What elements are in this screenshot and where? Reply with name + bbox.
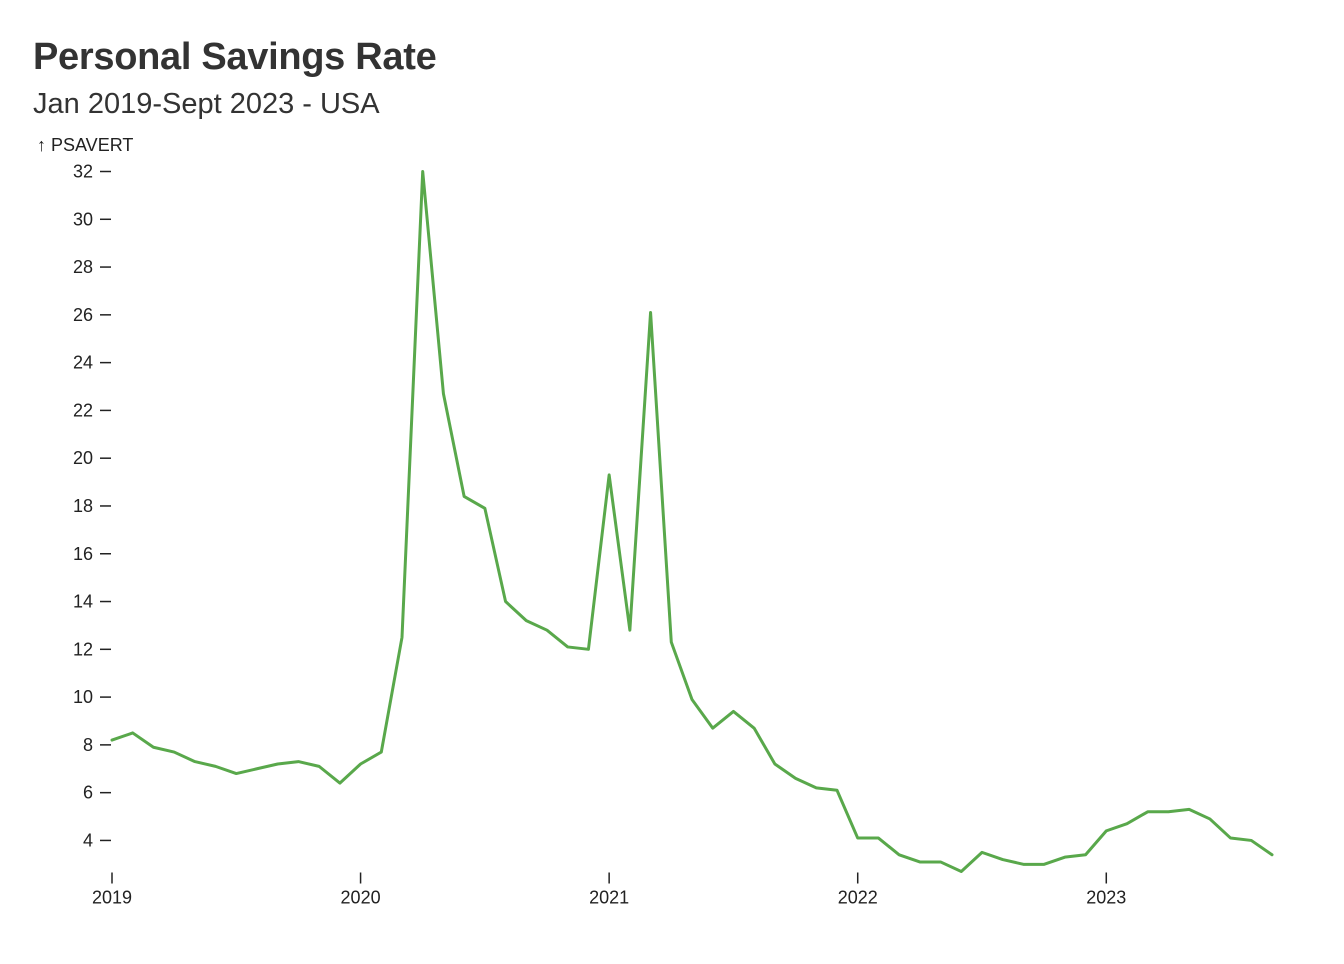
series-line-psavert — [110, 170, 1274, 873]
x-tick-label: 2022 — [838, 888, 878, 908]
y-tick-label: 16 — [73, 544, 93, 564]
y-tick-label: 30 — [73, 209, 93, 229]
y-axis: 4 6 8 10 12 14 16 18 20 22 24 26 28 30 32 — [73, 162, 111, 850]
y-tick-label: 6 — [83, 783, 93, 803]
x-axis: 2019 2020 2021 2022 2023 — [92, 872, 1126, 908]
y-tick-label: 24 — [73, 353, 93, 373]
x-tick-label: 2021 — [589, 888, 629, 908]
y-tick-label: 32 — [73, 162, 93, 182]
y-tick-label: 28 — [73, 257, 93, 277]
x-tick-label: 2023 — [1086, 888, 1126, 908]
y-tick-label: 12 — [73, 639, 93, 659]
y-tick-label: 18 — [73, 496, 93, 516]
y-tick-label: 8 — [83, 735, 93, 755]
x-tick-label: 2020 — [341, 888, 381, 908]
y-tick-label: 14 — [73, 592, 93, 612]
y-axis-label: ↑ PSAVERT — [37, 135, 133, 155]
chart-title: Personal Savings Rate — [33, 36, 437, 78]
y-tick-label: 22 — [73, 400, 93, 420]
x-tick-label: 2019 — [92, 888, 132, 908]
y-tick-label: 26 — [73, 305, 93, 325]
y-tick-label: 4 — [83, 830, 93, 850]
y-tick-label: 20 — [73, 448, 93, 468]
chart-subtitle: Jan 2019-Sept 2023 - USA — [33, 88, 380, 120]
y-tick-label: 10 — [73, 687, 93, 707]
